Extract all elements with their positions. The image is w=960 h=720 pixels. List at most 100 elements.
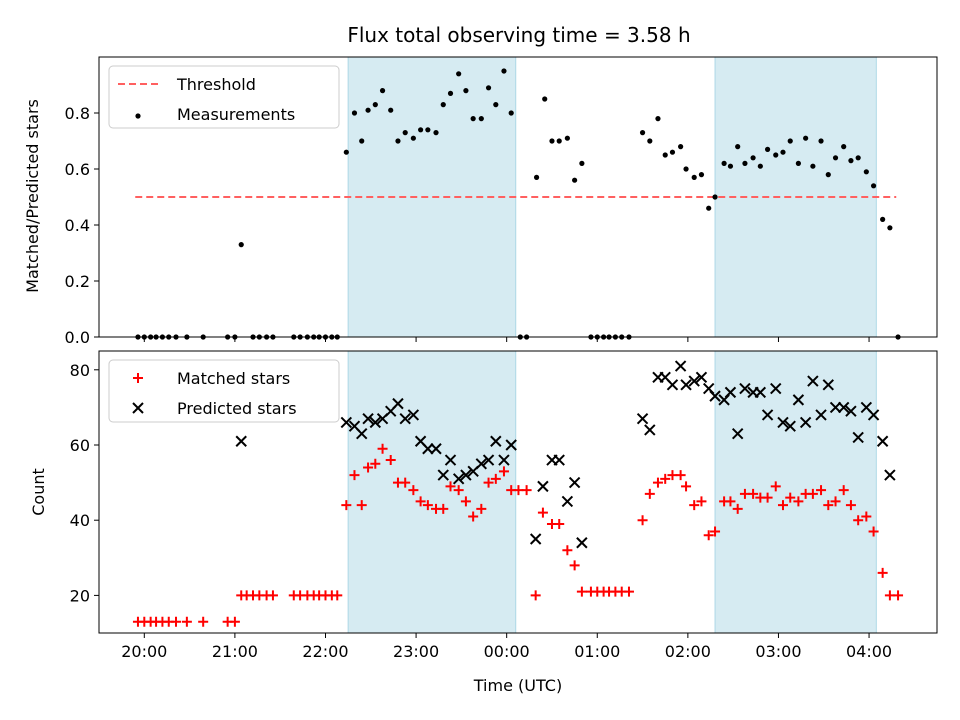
data-point	[362, 412, 374, 425]
data-point	[784, 420, 796, 432]
data-point	[388, 107, 394, 113]
data-point	[438, 503, 449, 514]
data-point	[724, 386, 737, 399]
data-point	[579, 160, 585, 166]
data-point	[855, 155, 861, 161]
data-point	[440, 102, 446, 108]
bottom-y-axis-label: Count	[29, 468, 48, 516]
data-point	[689, 500, 700, 511]
data-point	[498, 466, 509, 477]
data-point	[703, 530, 714, 541]
top-y-tick-label: 0.2	[65, 272, 90, 291]
data-point	[359, 138, 365, 144]
bottom-shaded-span	[347, 350, 517, 634]
data-point	[761, 409, 774, 421]
data-point	[408, 485, 419, 496]
data-point	[710, 526, 721, 537]
data-point	[235, 435, 247, 447]
top-legend: Threshold Measurements	[108, 65, 340, 129]
x-tick-label: 21:00	[212, 642, 258, 661]
data-point	[793, 496, 804, 507]
data-point	[542, 96, 548, 102]
data-point	[501, 68, 507, 74]
data-point	[762, 492, 773, 503]
data-point	[818, 138, 824, 144]
data-point	[475, 458, 488, 470]
data-point	[637, 515, 648, 526]
data-point	[829, 401, 842, 414]
data-point	[815, 409, 827, 421]
bottom-y-tick-label: 40	[70, 511, 90, 530]
data-point	[884, 469, 896, 481]
data-point	[880, 216, 886, 222]
data-point	[238, 242, 244, 248]
data-point	[476, 503, 487, 514]
data-point	[422, 443, 434, 455]
data-point	[830, 496, 841, 507]
data-point	[662, 152, 668, 158]
data-point	[447, 90, 454, 96]
data-point	[877, 567, 888, 578]
data-point	[456, 71, 462, 77]
data-point	[385, 455, 396, 466]
data-point	[887, 225, 893, 231]
data-point	[785, 492, 796, 503]
data-point	[893, 590, 904, 601]
legend-label: Matched stars	[177, 369, 290, 388]
data-point	[666, 379, 679, 391]
data-point	[485, 85, 492, 91]
data-point	[332, 590, 343, 601]
data-point	[731, 428, 744, 440]
data-point	[757, 163, 763, 169]
data-point	[343, 149, 349, 155]
data-point	[675, 470, 686, 481]
legend-label: Threshold	[176, 75, 256, 94]
data-point	[732, 503, 743, 514]
data-point	[410, 135, 416, 141]
data-point	[493, 102, 499, 108]
data-point	[647, 138, 653, 144]
chart-title: Flux total observing time = 3.58 h	[347, 23, 690, 47]
data-point	[561, 495, 574, 508]
x-tick-label: 22:00	[302, 642, 348, 661]
data-point	[652, 477, 663, 488]
data-point	[691, 174, 697, 180]
bottom-axes-frame	[98, 350, 938, 634]
top-panel: 0.0 0.2 0.4 0.6 0.8 Threshold Measurements	[65, 56, 938, 347]
data-point	[816, 485, 827, 496]
data-point	[576, 586, 587, 597]
data-point	[807, 375, 819, 387]
data-point	[795, 160, 801, 166]
data-point	[712, 194, 718, 200]
data-point	[181, 616, 192, 627]
data-point	[823, 500, 834, 511]
top-y-tick-label: 0.8	[65, 104, 90, 123]
data-point	[576, 537, 588, 549]
data-point	[623, 586, 634, 597]
data-point	[709, 390, 721, 402]
data-point	[554, 518, 565, 529]
data-point	[876, 435, 889, 447]
data-point	[695, 371, 708, 384]
data-point	[822, 379, 834, 391]
data-point	[572, 177, 578, 183]
data-point	[777, 500, 788, 511]
bottom-y-tick-label: 80	[70, 361, 90, 380]
data-point	[533, 174, 540, 180]
legend-marker	[133, 373, 143, 383]
data-point	[351, 110, 358, 116]
bottom-series-matched-stars	[132, 443, 904, 627]
data-point	[460, 469, 472, 481]
data-point	[777, 416, 789, 429]
data-point	[721, 160, 727, 166]
data-point	[418, 127, 424, 133]
bottom-y-tick-label: 20	[70, 586, 90, 605]
data-point	[678, 144, 684, 150]
data-point	[453, 485, 464, 496]
data-point	[773, 152, 779, 158]
data-point	[370, 458, 381, 469]
data-point	[848, 158, 854, 164]
data-point	[660, 473, 671, 484]
data-point	[415, 496, 426, 507]
